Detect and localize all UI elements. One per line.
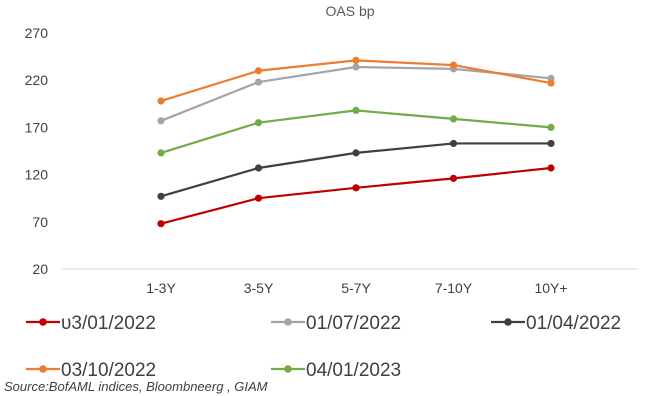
legend-label: 01/07/2022 bbox=[306, 313, 401, 334]
data-point bbox=[352, 63, 360, 71]
y-tick-label: 270 bbox=[25, 25, 49, 41]
y-tick-label: 70 bbox=[32, 214, 48, 230]
legend-item: 03/10/2022 bbox=[26, 360, 156, 381]
series-03-10-2022 bbox=[157, 56, 555, 105]
series-04-01-2023 bbox=[157, 106, 555, 157]
data-point bbox=[449, 115, 458, 123]
data-point bbox=[157, 192, 165, 200]
legend: υ3/01/2022 01/07/2022 01/04/2022 03/10/2022… bbox=[26, 313, 621, 381]
data-point bbox=[157, 149, 165, 157]
legend-swatch-marker bbox=[284, 365, 292, 373]
x-tick-label: 1-3Y bbox=[146, 280, 176, 296]
data-point bbox=[547, 139, 555, 148]
data-point bbox=[352, 184, 360, 192]
series-line bbox=[160, 166, 552, 225]
legend-item: 01/04/2022 bbox=[491, 313, 621, 334]
legend-swatch-marker bbox=[39, 318, 47, 326]
legend-swatch-marker bbox=[504, 318, 512, 326]
series-layer bbox=[157, 56, 555, 228]
data-point bbox=[547, 123, 555, 131]
y-tick-label: 220 bbox=[25, 72, 49, 88]
data-point bbox=[254, 194, 263, 202]
data-point bbox=[157, 97, 165, 105]
data-point bbox=[254, 67, 263, 75]
y-tick-label: 120 bbox=[25, 167, 49, 183]
legend-swatch-marker bbox=[284, 318, 292, 326]
data-point bbox=[547, 164, 555, 172]
series-line bbox=[160, 109, 552, 154]
legend-item: 04/01/2023 bbox=[271, 360, 401, 381]
x-tick-label: 5-7Y bbox=[341, 280, 371, 296]
source-note: Source:BofAML indices, Bloombneerg , GIA… bbox=[4, 379, 268, 394]
data-point bbox=[352, 149, 360, 157]
y-axis-tick-labels: 20 70 120 170 220 270 bbox=[25, 25, 49, 277]
x-axis-tick-labels: 1-3Y 3-5Y 5-7Y 7-10Y 10Y+ bbox=[146, 280, 567, 296]
data-point bbox=[157, 117, 165, 125]
legend-item: 01/07/2022 bbox=[271, 313, 401, 334]
data-point bbox=[352, 56, 360, 64]
data-point bbox=[449, 174, 458, 182]
legend-swatch-marker bbox=[39, 365, 47, 373]
data-point bbox=[254, 119, 263, 127]
x-tick-label: 7-10Y bbox=[435, 280, 473, 296]
data-point bbox=[449, 139, 458, 148]
legend-item: υ3/01/2022 bbox=[26, 313, 156, 334]
series-03-01-2022 bbox=[157, 164, 555, 228]
data-point bbox=[352, 106, 360, 115]
legend-label: 01/04/2022 bbox=[526, 313, 621, 334]
chart-title: OAS bp bbox=[325, 3, 374, 19]
y-tick-label: 20 bbox=[32, 261, 48, 277]
data-point bbox=[449, 61, 458, 69]
legend-label: 04/01/2023 bbox=[306, 360, 401, 381]
legend-label: υ3/01/2022 bbox=[61, 313, 156, 334]
series-01-04-2022 bbox=[157, 139, 555, 200]
data-point bbox=[157, 220, 165, 228]
data-point bbox=[547, 79, 555, 87]
data-point bbox=[254, 164, 263, 172]
legend-label: 03/10/2022 bbox=[61, 360, 156, 381]
y-tick-label: 170 bbox=[25, 119, 49, 135]
x-tick-label: 3-5Y bbox=[244, 280, 274, 296]
data-point bbox=[254, 78, 263, 86]
x-tick-label: 10Y+ bbox=[534, 280, 567, 296]
